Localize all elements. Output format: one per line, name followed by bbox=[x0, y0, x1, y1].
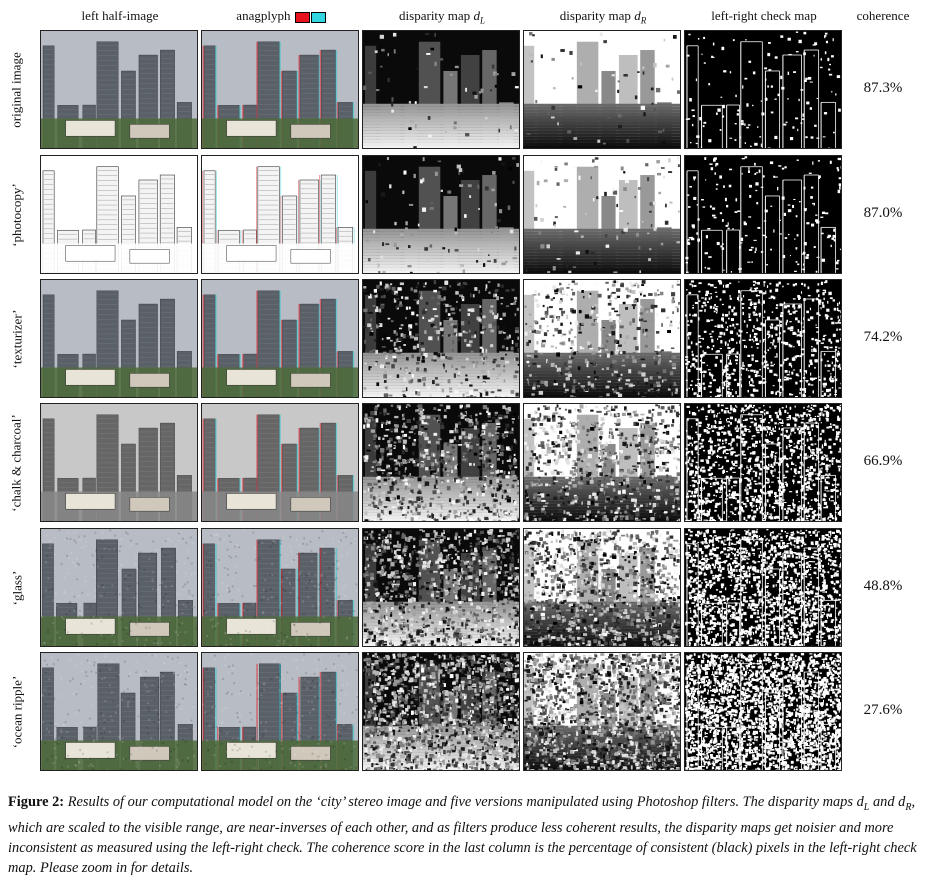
anaglyph-image-graphic bbox=[202, 31, 358, 148]
header-disparity-right-symbol: d bbox=[634, 8, 641, 23]
disparity-map-left-graphic bbox=[363, 156, 519, 273]
left-right-check-map-graphic bbox=[685, 156, 841, 273]
coherence-value: 87.3% bbox=[863, 80, 903, 96]
disparity-map-right bbox=[523, 155, 681, 274]
header-coherence: coherence bbox=[856, 8, 910, 23]
left-right-check-map-graphic bbox=[685, 653, 841, 770]
anaglyph-image-graphic bbox=[202, 280, 358, 397]
coherence-value: 87.0% bbox=[863, 205, 903, 221]
header-lr-check: left-right check map bbox=[711, 8, 817, 23]
left-half-image-graphic bbox=[41, 404, 197, 521]
anaglyph-image bbox=[201, 403, 359, 522]
disparity-map-right-graphic bbox=[524, 529, 680, 646]
header-disparity-left-symbol: d bbox=[473, 8, 480, 23]
left-right-check-map bbox=[684, 279, 842, 398]
row-label-text: ‘ocean ripple’ bbox=[9, 675, 25, 748]
coherence-value: 48.8% bbox=[863, 578, 903, 594]
disparity-map-right-graphic bbox=[524, 653, 680, 770]
row-label: ‘glass’ bbox=[2, 528, 32, 647]
disparity-map-right-graphic bbox=[524, 31, 680, 148]
disparity-map-right bbox=[523, 403, 681, 522]
left-right-check-map-graphic bbox=[685, 404, 841, 521]
row-label: ‘ocean ripple’ bbox=[2, 652, 32, 771]
row-label: ‘chalk & charcoal’ bbox=[2, 403, 32, 522]
left-half-image-graphic bbox=[41, 156, 197, 273]
anaglyph-image bbox=[201, 652, 359, 771]
row-label-text: ‘photocopy’ bbox=[9, 182, 25, 247]
left-half-image bbox=[40, 279, 198, 398]
left-half-image bbox=[40, 403, 198, 522]
left-right-check-map-graphic bbox=[685, 280, 841, 397]
anaglyph-image-graphic bbox=[202, 404, 358, 521]
left-right-check-map bbox=[684, 652, 842, 771]
left-half-image bbox=[40, 155, 198, 274]
left-right-check-map bbox=[684, 403, 842, 522]
left-half-image bbox=[40, 30, 198, 149]
left-half-image-graphic bbox=[41, 280, 197, 397]
header-disparity-left-prefix: disparity map bbox=[399, 8, 474, 23]
caption-label: Figure 2: bbox=[8, 794, 65, 810]
disparity-map-left bbox=[362, 403, 520, 522]
disparity-map-left bbox=[362, 30, 520, 149]
disparity-map-right-graphic bbox=[524, 404, 680, 521]
anaglyph-image bbox=[201, 155, 359, 274]
left-right-check-map bbox=[684, 155, 842, 274]
disparity-map-right bbox=[523, 652, 681, 771]
disparity-map-left-graphic bbox=[363, 31, 519, 148]
disparity-map-left bbox=[362, 155, 520, 274]
left-half-image-graphic bbox=[41, 529, 197, 646]
disparity-map-left bbox=[362, 279, 520, 398]
row-label-text: original image bbox=[9, 51, 25, 128]
header-disparity-left-subscript: L bbox=[479, 15, 485, 26]
header-disparity-right-subscript: R bbox=[640, 15, 647, 26]
anaglyph-image bbox=[201, 279, 359, 398]
disparity-map-left-graphic bbox=[363, 280, 519, 397]
anaglyph-image-graphic bbox=[202, 653, 358, 770]
row-label: ‘photocopy’ bbox=[2, 155, 32, 274]
anaglyph-image bbox=[201, 528, 359, 647]
caption-text: Results of our computational model on th… bbox=[8, 794, 917, 876]
disparity-map-right-graphic bbox=[524, 156, 680, 273]
disparity-map-left bbox=[362, 652, 520, 771]
left-right-check-map bbox=[684, 528, 842, 647]
left-half-image bbox=[40, 528, 198, 647]
left-right-check-map-graphic bbox=[685, 31, 841, 148]
row-label-text: ‘glass’ bbox=[9, 570, 25, 605]
anaglyph-image bbox=[201, 30, 359, 149]
row-label-text: ‘chalk & charcoal’ bbox=[9, 413, 25, 512]
row-label: ‘texturizer’ bbox=[2, 279, 32, 398]
anaglyph-cyan-swatch-icon bbox=[310, 11, 326, 23]
left-half-image bbox=[40, 652, 198, 771]
header-anaglyph-label: anagplyph bbox=[236, 8, 291, 23]
coherence-value: 66.9% bbox=[863, 453, 903, 469]
row-label-text: ‘texturizer’ bbox=[9, 309, 25, 368]
disparity-map-left bbox=[362, 528, 520, 647]
anaglyph-red-swatch-icon bbox=[294, 11, 310, 23]
coherence-value: 27.6% bbox=[863, 702, 903, 718]
header-disparity-left: disparity map dL bbox=[362, 8, 522, 26]
disparity-map-left-graphic bbox=[363, 529, 519, 646]
header-disparity-right: disparity map dR bbox=[523, 8, 683, 26]
left-half-image-graphic bbox=[41, 653, 197, 770]
anaglyph-image-graphic bbox=[202, 529, 358, 646]
left-right-check-map bbox=[684, 30, 842, 149]
anaglyph-image-graphic bbox=[202, 156, 358, 273]
row-label: original image bbox=[2, 30, 32, 149]
header-anaglyph: anagplyph bbox=[201, 8, 361, 24]
disparity-map-right bbox=[523, 279, 681, 398]
disparity-map-right-graphic bbox=[524, 280, 680, 397]
figure-caption: Figure 2: Results of our computational m… bbox=[8, 792, 918, 878]
left-right-check-map-graphic bbox=[685, 529, 841, 646]
disparity-map-right bbox=[523, 30, 681, 149]
disparity-map-left-graphic bbox=[363, 404, 519, 521]
coherence-value: 74.2% bbox=[863, 329, 903, 345]
disparity-map-left-graphic bbox=[363, 653, 519, 770]
left-half-image-graphic bbox=[41, 31, 197, 148]
header-disparity-right-prefix: disparity map bbox=[559, 8, 635, 23]
header-left-half-image: left half-image bbox=[81, 8, 159, 23]
disparity-map-right bbox=[523, 528, 681, 647]
